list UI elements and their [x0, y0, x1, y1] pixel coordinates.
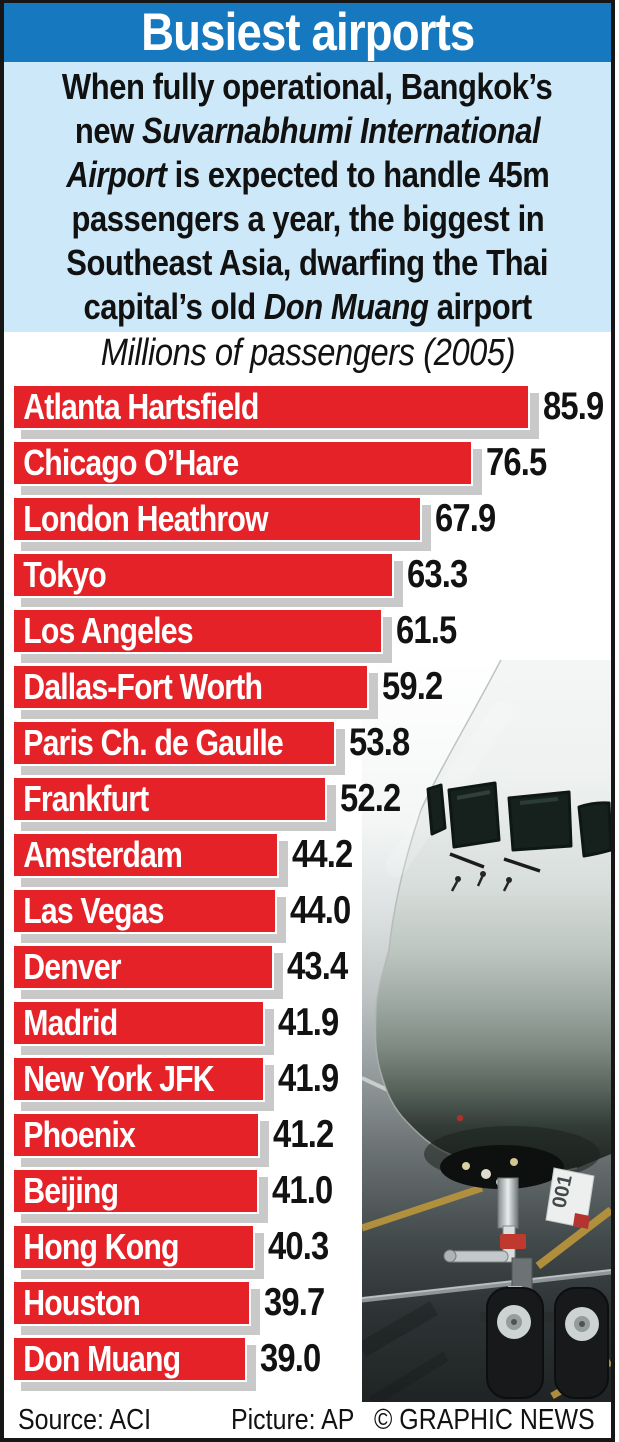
picture-credit-label: Picture: AP [230, 1403, 355, 1436]
bar: Tokyo [12, 552, 394, 598]
bar-row: Denver 43.4 [12, 944, 611, 990]
bar-label: Phoenix [23, 1114, 136, 1155]
landing-gear: 001 [440, 1145, 609, 1399]
bar-value: 41.9 [277, 1057, 339, 1100]
bar: Phoenix [12, 1112, 261, 1158]
bar-row: Madrid 41.9 [12, 1000, 611, 1046]
header-bar: Busiest airports [4, 3, 611, 62]
intro-line: passengers a year, the biggest in [71, 198, 544, 239]
bar-row: Frankfurt 52.2 [12, 776, 611, 822]
intro-line: Southeast Asia, dwarfing the Thai [66, 242, 549, 283]
bar-row: Phoenix 41.2 [12, 1112, 611, 1158]
bar-row: Amsterdam 44.2 [12, 832, 611, 878]
bar: Denver [12, 944, 274, 990]
intro-line: When fully operational, Bangkok’s [62, 66, 553, 107]
bar: Beijing [12, 1168, 260, 1214]
bar-label: Atlanta Hartsfield [23, 386, 259, 427]
bar-value: 53.8 [349, 721, 410, 764]
bar-label: Houston [23, 1282, 141, 1323]
bar-row: Tokyo 63.3 [12, 552, 611, 598]
bar: Madrid [12, 1000, 265, 1046]
airplane-photo: 001 [362, 660, 611, 1402]
source-label: Source: ACI [18, 1403, 152, 1436]
bar: Paris Ch. de Gaulle [12, 720, 337, 766]
chart-title: Millions of passengers (2005) [100, 332, 515, 374]
bar-value: 52.2 [339, 777, 401, 820]
bar: Don Muang [12, 1336, 248, 1382]
bar-label: Los Angeles [23, 610, 193, 651]
bar-label: Madrid [23, 1002, 118, 1043]
bar-value: 41.2 [273, 1113, 334, 1156]
page-title: Busiest airports [140, 3, 475, 62]
bar-value: 44.2 [291, 833, 353, 876]
bar-value: 43.4 [286, 945, 348, 988]
intro-text: When fully operational, Bangkok’s new Suv… [22, 65, 592, 329]
bar-row: London Heathrow 67.9 [12, 496, 611, 542]
bar-row: Atlanta Hartsfield 85.9 [12, 384, 611, 430]
bar-label: Don Muang [23, 1338, 181, 1379]
bar-row: Las Vegas 44.0 [12, 888, 611, 934]
bar-label: Frankfurt [23, 778, 149, 819]
bar-row: Los Angeles 61.5 [12, 608, 611, 654]
copyright-label: © GRAPHIC NEWS [374, 1403, 595, 1436]
bar-row: Don Muang 39.0 [12, 1336, 611, 1382]
bar-label: New York JFK [23, 1058, 214, 1099]
bar-row: Beijing 41.0 [12, 1168, 611, 1214]
bar-value: 40.3 [268, 1225, 329, 1268]
bar-label: Tokyo [23, 554, 106, 595]
intro-line: Airport is expected to handle 45m [65, 154, 550, 195]
bar-rows: Atlanta Hartsfield 85.9 Chicago O’Hare 76.5… [4, 384, 611, 1382]
bar-chart: Millions of passengers (2005) Atlanta Ha… [4, 332, 611, 1392]
bar-value: 61.5 [395, 609, 457, 652]
intro-panel: When fully operational, Bangkok’s new Suv… [4, 62, 611, 332]
bar: Dallas-Fort Worth [12, 664, 369, 710]
bar-label: Chicago O’Hare [23, 442, 239, 483]
bar-value: 67.9 [434, 497, 496, 540]
bar: Chicago O’Hare [12, 440, 474, 486]
cockpit-windows [426, 781, 611, 858]
bar-value: 63.3 [406, 553, 468, 596]
bar: London Heathrow [12, 496, 422, 542]
bar-value: 41.9 [277, 1001, 339, 1044]
bar-row: Paris Ch. de Gaulle 53.8 [12, 720, 611, 766]
intro-line: new Suvarnabhumi International [74, 110, 541, 151]
bar-value: 39.0 [260, 1337, 321, 1380]
bar-value: 41.0 [272, 1169, 333, 1212]
bar: Frankfurt [12, 776, 327, 822]
footer: Source: ACI Picture: AP © GRAPHIC NEWS [4, 1402, 611, 1438]
bar-label: Denver [23, 946, 121, 987]
bar-label: Las Vegas [23, 890, 164, 931]
bar-value: 44.0 [290, 889, 351, 932]
bar-label: Dallas-Fort Worth [23, 666, 263, 707]
bar: Las Vegas [12, 888, 278, 934]
bar-label: Beijing [23, 1170, 119, 1211]
bar: Atlanta Hartsfield [12, 384, 530, 430]
bar-row: Chicago O’Hare 76.5 [12, 440, 611, 486]
bar-label: London Heathrow [23, 498, 268, 539]
wipers-and-sensors [449, 852, 541, 892]
bar-row: Houston 39.7 [12, 1280, 611, 1326]
bar-value: 39.7 [264, 1281, 325, 1324]
bar-row: Dallas-Fort Worth 59.2 [12, 664, 611, 710]
airplane-illustration: 001 [362, 660, 611, 1402]
bar-label: Hong Kong [23, 1226, 179, 1267]
bar: Houston [12, 1280, 252, 1326]
bar: Amsterdam [12, 832, 279, 878]
bar-row: New York JFK 41.9 [12, 1056, 611, 1102]
bar-value: 59.2 [382, 665, 443, 708]
intro-line: capital’s old Don Muang airport [83, 286, 532, 327]
bar: Los Angeles [12, 608, 383, 654]
bar-value: 76.5 [486, 441, 547, 484]
bar-label: Paris Ch. de Gaulle [23, 722, 284, 763]
bar-label: Amsterdam [23, 834, 183, 875]
bar-value: 85.9 [543, 385, 604, 428]
bar: New York JFK [12, 1056, 265, 1102]
bar-row: Hong Kong 40.3 [12, 1224, 611, 1270]
bar: Hong Kong [12, 1224, 255, 1270]
